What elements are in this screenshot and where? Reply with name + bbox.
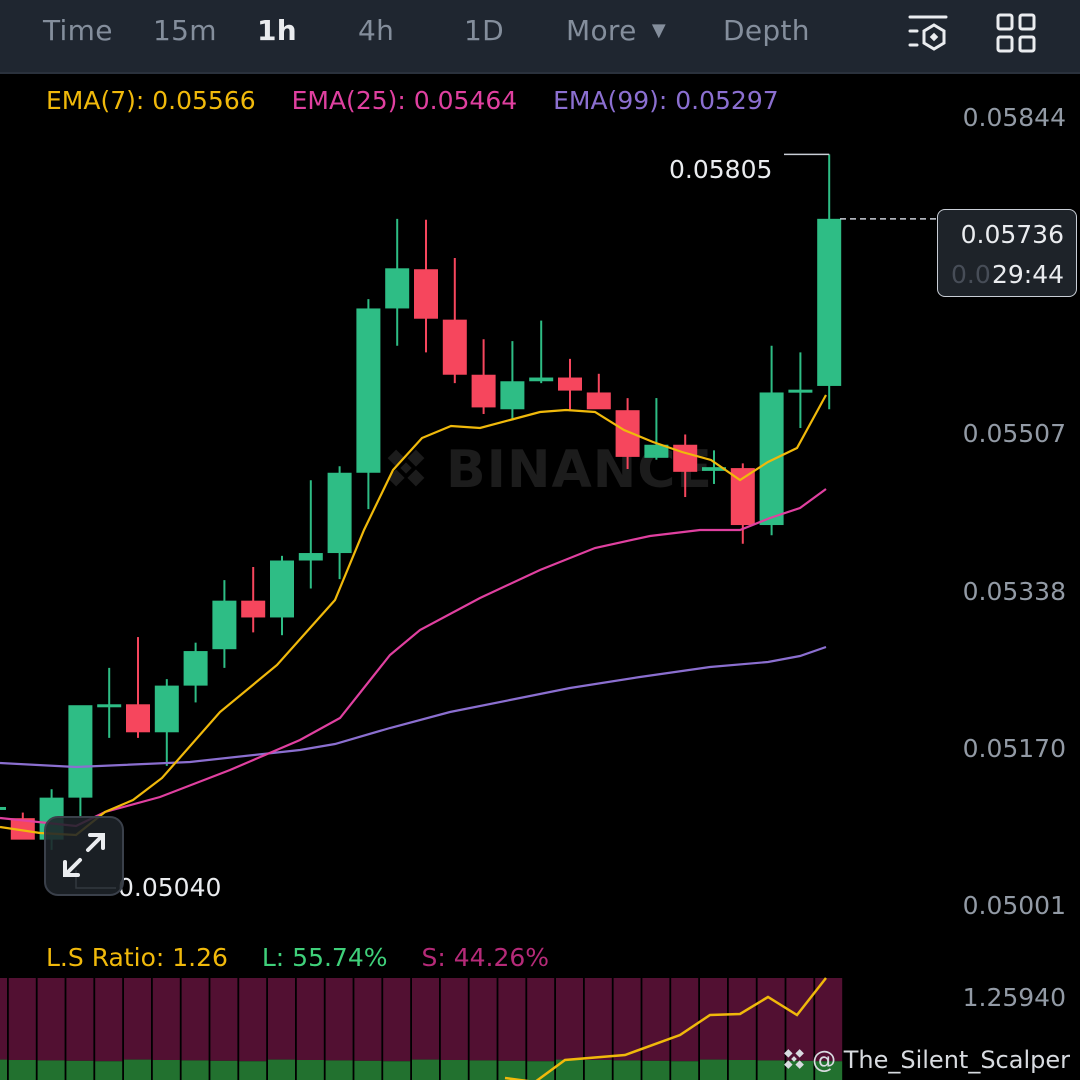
- tab-1d[interactable]: 1D: [464, 14, 504, 47]
- layout-grid-icon[interactable]: [994, 12, 1038, 60]
- price-tick: 0.05170: [962, 734, 1066, 763]
- ema99-label: EMA(99): 0.05297: [553, 86, 779, 115]
- chevron-down-icon: ▼: [651, 20, 666, 41]
- tab-4h[interactable]: 4h: [358, 14, 395, 47]
- price-tick: 0.05507: [962, 419, 1066, 448]
- tab-time[interactable]: Time: [43, 14, 113, 47]
- binance-logo-icon: [784, 1049, 804, 1069]
- tab-1h[interactable]: 1h: [257, 14, 298, 47]
- ema-legend: EMA(7): 0.05566 EMA(25): 0.05464 EMA(99)…: [46, 86, 807, 115]
- timeframe-toolbar: Time 15m 1h 4h 1D More ▼ Depth: [0, 0, 1080, 74]
- ghost-price: 0.0: [951, 260, 991, 289]
- indicator-settings-icon[interactable]: [906, 12, 950, 60]
- expand-arrows-icon: [63, 833, 105, 877]
- price-tick: 0.05001: [962, 891, 1066, 920]
- ls-short-label: S: 44.26%: [421, 943, 550, 972]
- tab-more-label: More: [566, 14, 637, 47]
- price-tick: 0.05338: [962, 577, 1066, 606]
- ema7-label: EMA(7): 0.05566: [46, 86, 256, 115]
- high-marker-label: 0.05805: [669, 155, 773, 184]
- ls-long-label: L: 55.74%: [261, 943, 388, 972]
- ema25-label: EMA(25): 0.05464: [291, 86, 518, 115]
- credit-watermark: @ The_Silent_Scalper: [780, 1040, 1070, 1074]
- tab-depth[interactable]: Depth: [723, 14, 810, 47]
- ls-ratio-legend: L.S Ratio: 1.26 L: 55.74% S: 44.26%: [46, 943, 575, 972]
- low-marker-label: 0.05040: [118, 873, 222, 902]
- current-price-value: 0.05736: [960, 220, 1064, 249]
- candle-countdown: 29:44: [991, 260, 1064, 289]
- price-tick: 0.05844: [962, 103, 1066, 132]
- ls-ratio-label: L.S Ratio: 1.26: [46, 943, 228, 972]
- fullscreen-button[interactable]: [44, 816, 124, 896]
- tab-15m[interactable]: 15m: [153, 14, 217, 47]
- current-price-tag: 0.05736 0.0 29:44: [937, 209, 1077, 297]
- tab-more[interactable]: More ▼: [566, 14, 666, 47]
- ls-axis-value: 1.25940: [962, 983, 1066, 1012]
